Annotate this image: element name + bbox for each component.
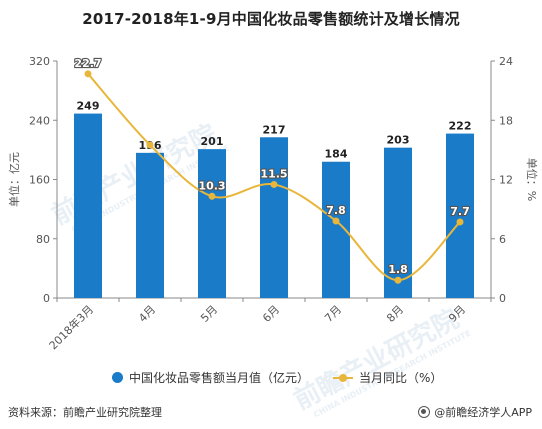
yoy-data-label: 10.3 xyxy=(198,179,225,192)
legend-swatch-line xyxy=(333,373,353,382)
y-tick-label-right: 0 xyxy=(499,292,506,305)
brand: @前瞻经济学人APP xyxy=(418,404,532,420)
y-tick-label-left: 240 xyxy=(29,114,50,127)
legend-item-yoy[interactable]: 当月同比（%） xyxy=(333,369,442,386)
chart-title: 2017-2018年1-9月中国化妆品零售额统计及增长情况 xyxy=(82,10,460,28)
source-note: 资料来源：前瞻产业研究院整理 xyxy=(8,406,162,419)
yoy-point xyxy=(332,217,340,225)
y-tick-label-left: 160 xyxy=(29,174,50,187)
y-axis-title-left: 单位：亿元 xyxy=(7,152,21,207)
y-tick-label-left: 320 xyxy=(29,55,50,68)
y-tick-label-left: 0 xyxy=(43,292,50,305)
bar xyxy=(260,137,288,298)
bar xyxy=(136,152,164,298)
bar-data-label: 249 xyxy=(77,100,100,113)
bar-data-label: 222 xyxy=(449,120,472,133)
y-tick-label-right: 24 xyxy=(499,55,513,68)
yoy-point xyxy=(146,141,154,149)
brand-label: @前瞻经济学人APP xyxy=(434,406,532,419)
y-tick-label-right: 6 xyxy=(499,233,506,246)
yoy-point xyxy=(394,276,402,284)
bar xyxy=(384,147,412,298)
bar xyxy=(446,133,474,298)
bar xyxy=(74,113,102,298)
x-tick-label: 4月 xyxy=(136,303,158,325)
y-axis-title-right: 单位：% xyxy=(525,158,539,201)
yoy-point xyxy=(84,70,92,78)
y-tick-label-right: 12 xyxy=(499,174,513,187)
x-tick-label: 2018年3月 xyxy=(46,302,96,352)
x-tick-label: 8月 xyxy=(384,303,406,325)
legend-label-yoy: 当月同比（%） xyxy=(359,371,443,385)
bar-data-label: 203 xyxy=(387,134,410,147)
brand-logo-icon xyxy=(418,406,431,418)
legend-item-sales[interactable]: 中国化妆品零售额当月值（亿元） xyxy=(112,369,309,386)
yoy-data-label: 7.7 xyxy=(450,205,470,218)
legend: 中国化妆品零售额当月值（亿元） 当月同比（%） xyxy=(0,369,542,389)
x-tick-label: 7月 xyxy=(322,303,344,325)
yoy-point xyxy=(270,180,278,188)
x-tick-label: 5月 xyxy=(198,303,220,325)
yoy-data-label: 22.7 xyxy=(74,57,101,70)
x-tick-label: 6月 xyxy=(260,303,282,325)
bar-data-label: 217 xyxy=(263,123,286,136)
legend-label-sales: 中国化妆品零售额当月值（亿元） xyxy=(129,371,310,385)
yoy-data-label: 1.8 xyxy=(388,263,408,276)
legend-swatch-bar xyxy=(112,372,123,383)
y-tick-label-right: 18 xyxy=(499,114,513,127)
bar-data-label: 184 xyxy=(325,148,348,161)
watermark-text: 前瞻产业研究院 xyxy=(289,303,464,416)
yoy-data-label: 11.5 xyxy=(260,167,287,180)
bar-data-label: 201 xyxy=(201,135,224,148)
bar xyxy=(198,149,226,298)
footer: 资料来源：前瞻产业研究院整理 @前瞻经济学人APP xyxy=(0,404,542,424)
yoy-point xyxy=(456,218,464,226)
yoy-point xyxy=(208,192,216,200)
yoy-data-label: 7.8 xyxy=(326,204,346,217)
y-tick-label-left: 80 xyxy=(36,233,50,246)
watermark-text: 前瞻产业研究院 xyxy=(47,118,222,231)
